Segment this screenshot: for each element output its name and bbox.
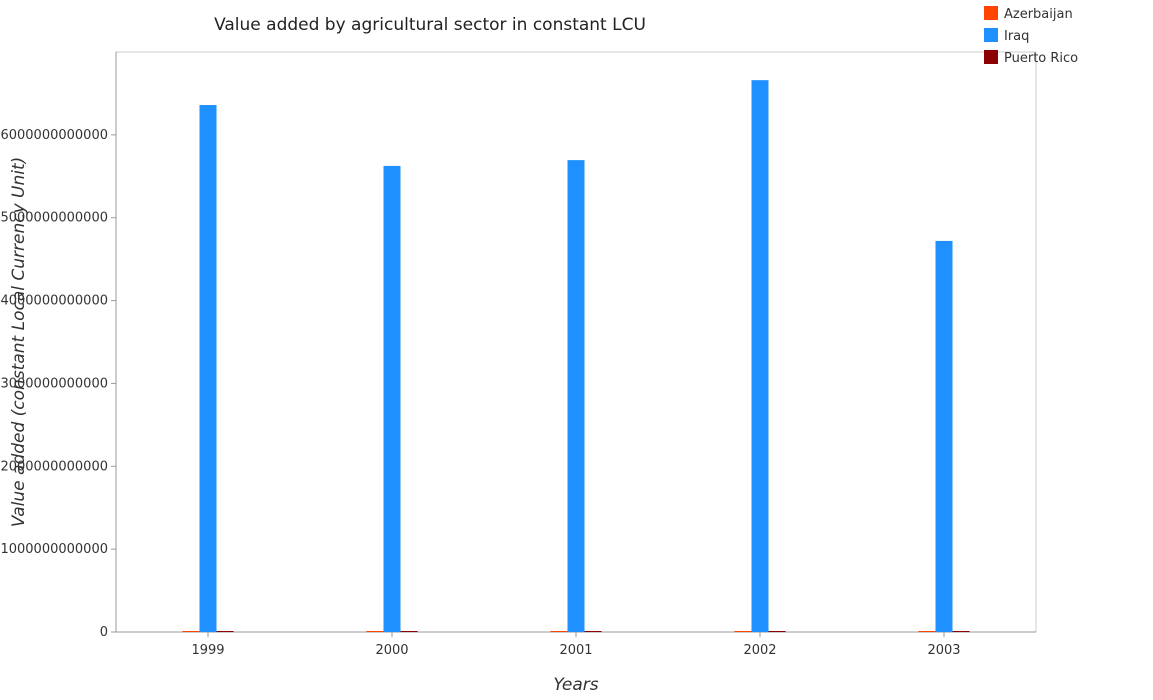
bar-azerbaijan-1999 bbox=[182, 631, 200, 632]
y-axis-label: Value added (constant Local Currency Uni… bbox=[9, 157, 29, 528]
bar-puerto-rico-1999 bbox=[216, 631, 234, 632]
bar-puerto-rico-2003 bbox=[952, 631, 970, 632]
legend-label: Azerbaijan bbox=[1004, 7, 1073, 22]
bars bbox=[182, 80, 970, 633]
x-axis-label: Years bbox=[553, 675, 598, 695]
bar-puerto-rico-2000 bbox=[400, 631, 418, 632]
bar-puerto-rico-2002 bbox=[768, 631, 786, 632]
y-tick-label: 3000000000000 bbox=[0, 376, 108, 391]
y-tick-label: 5000000000000 bbox=[0, 211, 108, 226]
y-tick-label: 4000000000000 bbox=[0, 294, 108, 309]
legend-label: Iraq bbox=[1004, 29, 1029, 44]
y-tick-label: 6000000000000 bbox=[0, 128, 108, 143]
bar-azerbaijan-2001 bbox=[550, 631, 568, 632]
bar-puerto-rico-2001 bbox=[584, 631, 602, 632]
bar-iraq-2000 bbox=[383, 165, 401, 632]
bar-azerbaijan-2002 bbox=[734, 631, 752, 632]
x-tick-label: 2002 bbox=[743, 643, 776, 658]
x-tick-label: 1999 bbox=[191, 643, 224, 658]
bar-iraq-2002 bbox=[751, 80, 769, 632]
bar-azerbaijan-2003 bbox=[918, 631, 936, 632]
legend-swatch bbox=[984, 6, 998, 20]
legend-swatch bbox=[984, 28, 998, 42]
x-tick-label: 2000 bbox=[375, 643, 408, 658]
bar-iraq-2001 bbox=[567, 160, 585, 632]
y-tick-label: 0 bbox=[100, 625, 108, 640]
x-tick-label: 2001 bbox=[559, 643, 592, 658]
chart-title: Value added by agricultural sector in co… bbox=[214, 15, 646, 35]
x-tick-label: 2003 bbox=[927, 643, 960, 658]
legend-swatch bbox=[984, 50, 998, 64]
y-tick-label: 1000000000000 bbox=[0, 542, 108, 557]
bar-azerbaijan-2000 bbox=[366, 631, 384, 632]
bar-iraq-2003 bbox=[935, 240, 953, 632]
bar-iraq-1999 bbox=[199, 105, 217, 633]
y-axis: 0 1000000000000 2000000000000 3000000000000… bbox=[0, 52, 117, 640]
legend: Azerbaijan Iraq Puerto Rico bbox=[984, 6, 1078, 66]
x-axis: 1999 2000 2001 2002 2003 bbox=[116, 631, 1036, 658]
legend-label: Puerto Rico bbox=[1004, 51, 1078, 66]
y-tick-label: 2000000000000 bbox=[0, 459, 108, 474]
